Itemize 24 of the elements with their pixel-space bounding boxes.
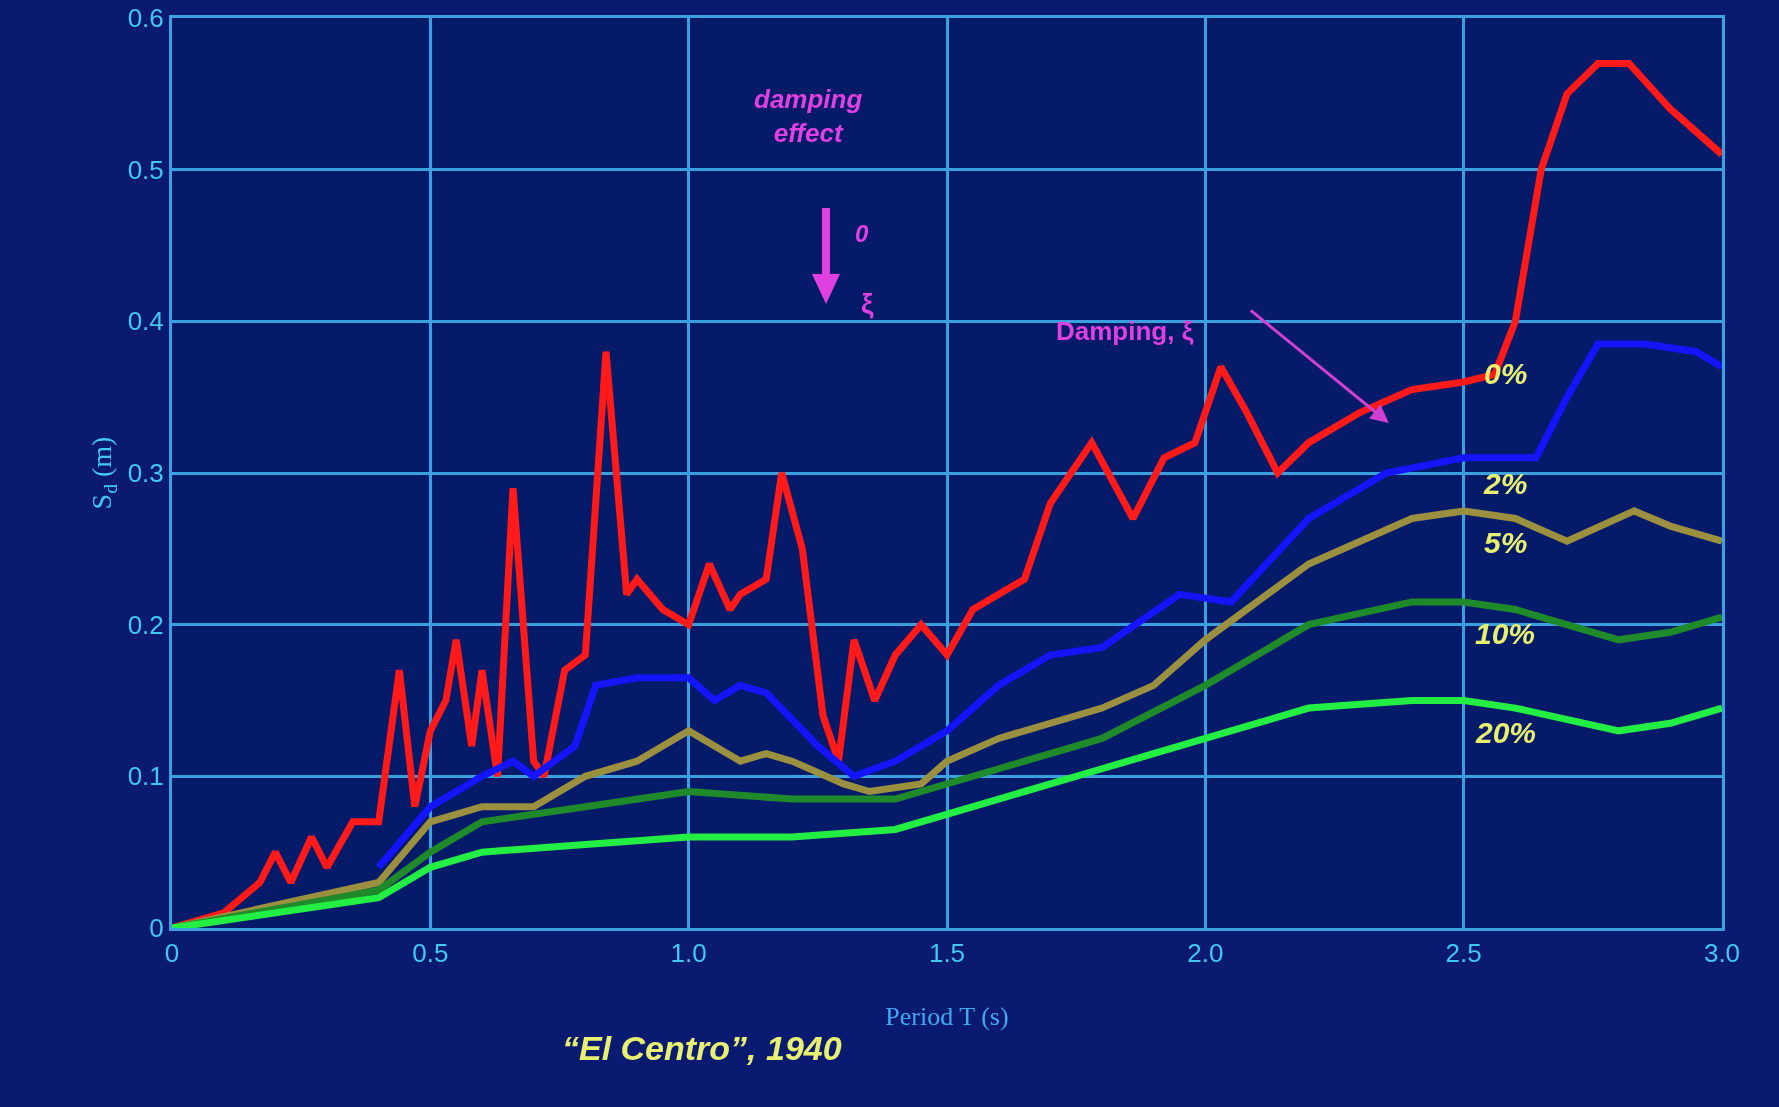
y-tick-label: 0.2	[127, 609, 164, 640]
annotation: ξ	[861, 288, 874, 319]
y-tick-label: 0.3	[127, 458, 164, 489]
y-tick-label: 0.4	[127, 306, 164, 337]
y-tick-label: 0.1	[127, 761, 164, 792]
x-tick-label: 3.0	[1703, 938, 1741, 969]
annotation: 0	[855, 220, 869, 247]
series-label: 5%	[1484, 526, 1528, 559]
x-tick-label: 0.5	[412, 938, 449, 969]
annotation: damping effect	[754, 84, 863, 148]
text: “El Centro”, 1940	[562, 1029, 842, 1067]
x-tick-label: 2.5	[1445, 938, 1482, 969]
x-tick-label: 2.0	[1187, 938, 1224, 969]
annotation: Damping, ξ	[1056, 316, 1194, 346]
x-axis-title: Period T (s)	[885, 1001, 1009, 1031]
y-tick-label: 0.6	[127, 3, 164, 34]
y-tick-label: 0.5	[127, 154, 164, 185]
series-label: 0%	[1484, 357, 1528, 390]
series-label: 2%	[1483, 467, 1528, 500]
series-label: 10%	[1475, 617, 1536, 650]
y-tick-label: 0	[149, 913, 164, 944]
x-tick-label: 1.0	[670, 938, 707, 969]
series-label: 20%	[1475, 716, 1537, 749]
x-tick-label: 1.5	[928, 938, 966, 969]
